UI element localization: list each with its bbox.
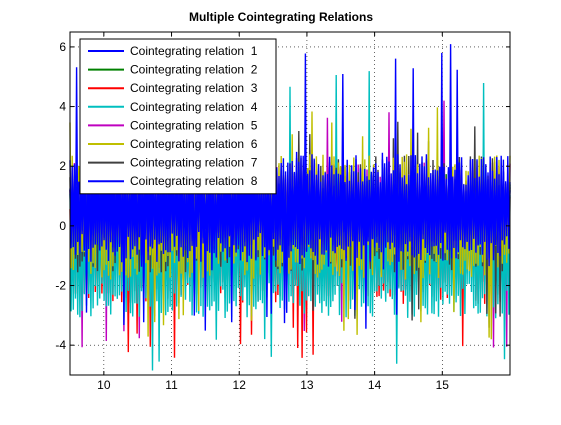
legend-label: Cointegrating relation 4 (130, 100, 258, 114)
y-tick-label: 6 (59, 40, 66, 54)
y-tick-label: 0 (59, 219, 66, 233)
x-tick-label: 13 (300, 378, 314, 392)
legend-label: Cointegrating relation 8 (130, 174, 258, 188)
y-tick-label: 2 (59, 159, 66, 173)
y-tick-label: 4 (59, 100, 66, 114)
x-tick-label: 15 (436, 378, 450, 392)
legend-label: Cointegrating relation 7 (130, 156, 258, 170)
x-tick-label: 10 (97, 378, 111, 392)
x-tick-label: 14 (368, 378, 382, 392)
y-tick-label: -2 (55, 279, 66, 293)
x-tick-label: 11 (165, 378, 178, 392)
legend-label: Cointegrating relation 1 (130, 44, 258, 58)
x-tick-label: 12 (233, 378, 247, 392)
legend-box (79, 38, 277, 195)
plot-series (69, 40, 511, 371)
legend-label: Cointegrating relation 5 (130, 118, 258, 132)
legend-label: Cointegrating relation 6 (130, 137, 258, 151)
y-tick-label: -4 (55, 338, 66, 352)
axis-ticks: 10 11 12 13 14 15 -4 -2 0 2 4 6 (55, 32, 510, 392)
series-line-1 (69, 151, 511, 271)
legend-label: Cointegrating relation 2 (130, 63, 258, 77)
legend-label: Cointegrating relation 3 (130, 81, 258, 95)
legend: Cointegrating relation 1 Cointegrating re… (79, 38, 277, 195)
plot-area (69, 31, 511, 376)
chart-title: Multiple Cointegrating Relations (189, 10, 373, 24)
